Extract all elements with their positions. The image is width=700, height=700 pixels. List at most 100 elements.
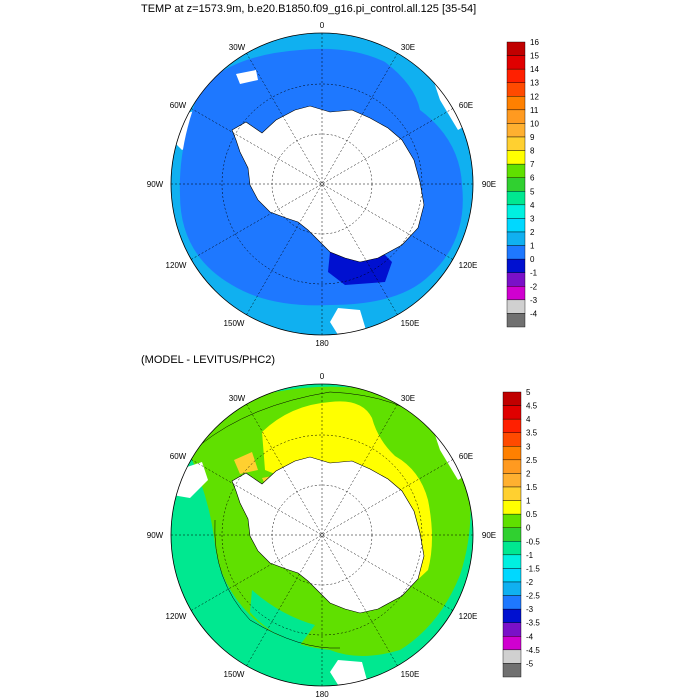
- p2-region-yellow: [262, 401, 432, 585]
- p1-colorbar-swatch: [506, 150, 526, 165]
- p1-colorbar-label: 1: [530, 242, 535, 251]
- p2-lon-90w: 90W: [147, 531, 164, 540]
- p1-colorbar-label: 16: [530, 38, 539, 47]
- p2-colorbar-swatch: [502, 581, 522, 596]
- p1-colorbar-label: 10: [530, 119, 539, 128]
- p2-lon-30w: 30W: [229, 394, 246, 403]
- p2-map-border: [170, 383, 474, 687]
- p2-colorbar-swatch: [502, 663, 522, 678]
- p2-colorbar-label: -0.5: [526, 537, 540, 546]
- p2-colorbar-swatch: [502, 391, 522, 406]
- p1-colorbar-swatch: [506, 136, 526, 151]
- p1-map-border: [170, 32, 474, 336]
- panel2-title: (MODEL - LEVITUS/PHC2): [141, 354, 276, 366]
- p2-colorbar-swatch: [502, 405, 522, 420]
- p2-colorbar-swatch: [502, 608, 522, 623]
- p1-colorbar-swatch: [506, 313, 526, 328]
- p2-land-nz: [330, 660, 368, 686]
- p1-colorbar-label: 13: [530, 79, 539, 88]
- p1-colorbar-label: 12: [530, 92, 539, 101]
- p1-lon-180: 180: [315, 339, 329, 348]
- p2-colorbar-label: -2.5: [526, 592, 540, 601]
- p1-colorbar-label: -3: [530, 296, 538, 305]
- p2-lon-150e: 150E: [401, 670, 420, 679]
- p2-colorbar-swatch: [502, 513, 522, 528]
- p2-colorbar-swatch: [502, 554, 522, 569]
- p1-colorbar-label: 9: [530, 133, 535, 142]
- p1-colorbar-label: 3: [530, 214, 535, 223]
- p2-colorbar-label: -1.5: [526, 564, 540, 573]
- p2-colorbar-swatch: [502, 649, 522, 664]
- p2-colorbar-swatch: [502, 418, 522, 433]
- p2-colorbar-swatch: [502, 486, 522, 501]
- p2-colorbar-label: -5: [526, 659, 534, 668]
- p1-lon-30e: 30E: [401, 43, 415, 52]
- p2-colorbar-label: -3.5: [526, 619, 540, 628]
- p1-colorbar-swatch: [506, 286, 526, 301]
- p2-colorbar-label: 4: [526, 415, 531, 424]
- p1-colorbar-label: 6: [530, 174, 535, 183]
- p1-colorbar-swatch: [506, 55, 526, 70]
- p1-colorbar-swatch: [506, 272, 526, 287]
- p1-colorbar-swatch: [506, 299, 526, 314]
- p2-lon-150w: 150W: [224, 670, 245, 679]
- p1-lon-120e: 120E: [459, 261, 478, 270]
- p2-lon-60e: 60E: [459, 452, 473, 461]
- p1-colorbar-label: 2: [530, 228, 535, 237]
- p2-colorbar-label: 0.5: [526, 510, 538, 519]
- p1-lon-0: 0: [320, 21, 325, 30]
- p1-colorbar-label: 14: [530, 65, 539, 74]
- p1-lon-150e: 150E: [401, 319, 420, 328]
- p2-lon-60w: 60W: [170, 452, 187, 461]
- p2-colorbar-swatch: [502, 636, 522, 651]
- p1-colorbar-label: -4: [530, 309, 538, 318]
- p2-colorbar-label: 4.5: [526, 402, 538, 411]
- p2-colorbar-label: 3: [526, 442, 531, 451]
- p2-colorbar-swatch: [502, 459, 522, 474]
- panel1-title: TEMP at z=1573.9m, b.e20.B1850.f09_g16.p…: [141, 3, 477, 15]
- p1-lon-90w: 90W: [147, 180, 164, 189]
- p2-colorbar-swatch: [502, 446, 522, 461]
- p1-lon-120w: 120W: [166, 261, 187, 270]
- p2-colorbar-swatch: [502, 595, 522, 610]
- p1-colorbar-swatch: [506, 245, 526, 260]
- p1-colorbar-swatch: [506, 163, 526, 178]
- p2-colorbar-swatch: [502, 500, 522, 515]
- p1-lon-60w: 60W: [170, 101, 187, 110]
- p1-colorbar-swatch: [506, 177, 526, 192]
- p2-colorbar-label: -4.5: [526, 646, 540, 655]
- p1-lon-90e: 90E: [482, 180, 496, 189]
- p2-colorbar: 5 4.5 4 3.5 3 2.5 2 1.5 1 0.5 0 -0.5 -1 -1.5 -2 -2.5 -3 -…: [502, 388, 540, 678]
- p1-colorbar-swatch: [506, 258, 526, 273]
- p2-colorbar-swatch: [502, 527, 522, 542]
- p1-colorbar-swatch: [506, 231, 526, 246]
- p2-colorbar-label: 5: [526, 388, 531, 397]
- p2-colorbar-swatch: [502, 473, 522, 488]
- p1-colorbar-label: 15: [530, 52, 539, 61]
- p1-colorbar-label: 7: [530, 160, 535, 169]
- p1-colorbar-label: 4: [530, 201, 535, 210]
- p1-colorbar-swatch: [506, 218, 526, 233]
- p2-colorbar-label: 2: [526, 469, 531, 478]
- p2-colorbar-label: 0: [526, 524, 531, 533]
- p2-lon-120e: 120E: [459, 612, 478, 621]
- p2-colorbar-label: -3: [526, 605, 534, 614]
- p2-colorbar-label: -4: [526, 632, 534, 641]
- p2-colorbar-swatch: [502, 541, 522, 556]
- p1-lon-150w: 150W: [224, 319, 245, 328]
- p2-colorbar-label: 1.5: [526, 483, 538, 492]
- p2-region-orange-1: [234, 452, 258, 474]
- panel1-map: 0 30W 30E 60W 60E 90W 90E 120W 120E 150W…: [147, 21, 496, 348]
- p2-lon-180: 180: [315, 690, 329, 699]
- p2-colorbar-label: 3.5: [526, 429, 538, 438]
- p2-colorbar-swatch: [502, 568, 522, 583]
- p1-lon-30w: 30W: [229, 43, 246, 52]
- p2-lon-30e: 30E: [401, 394, 415, 403]
- p1-colorbar-label: 8: [530, 147, 535, 156]
- p2-colorbar-label: -2: [526, 578, 534, 587]
- p1-colorbar-swatch: [506, 204, 526, 219]
- p2-colorbar-label: 2.5: [526, 456, 538, 465]
- p2-colorbar-swatch: [502, 622, 522, 637]
